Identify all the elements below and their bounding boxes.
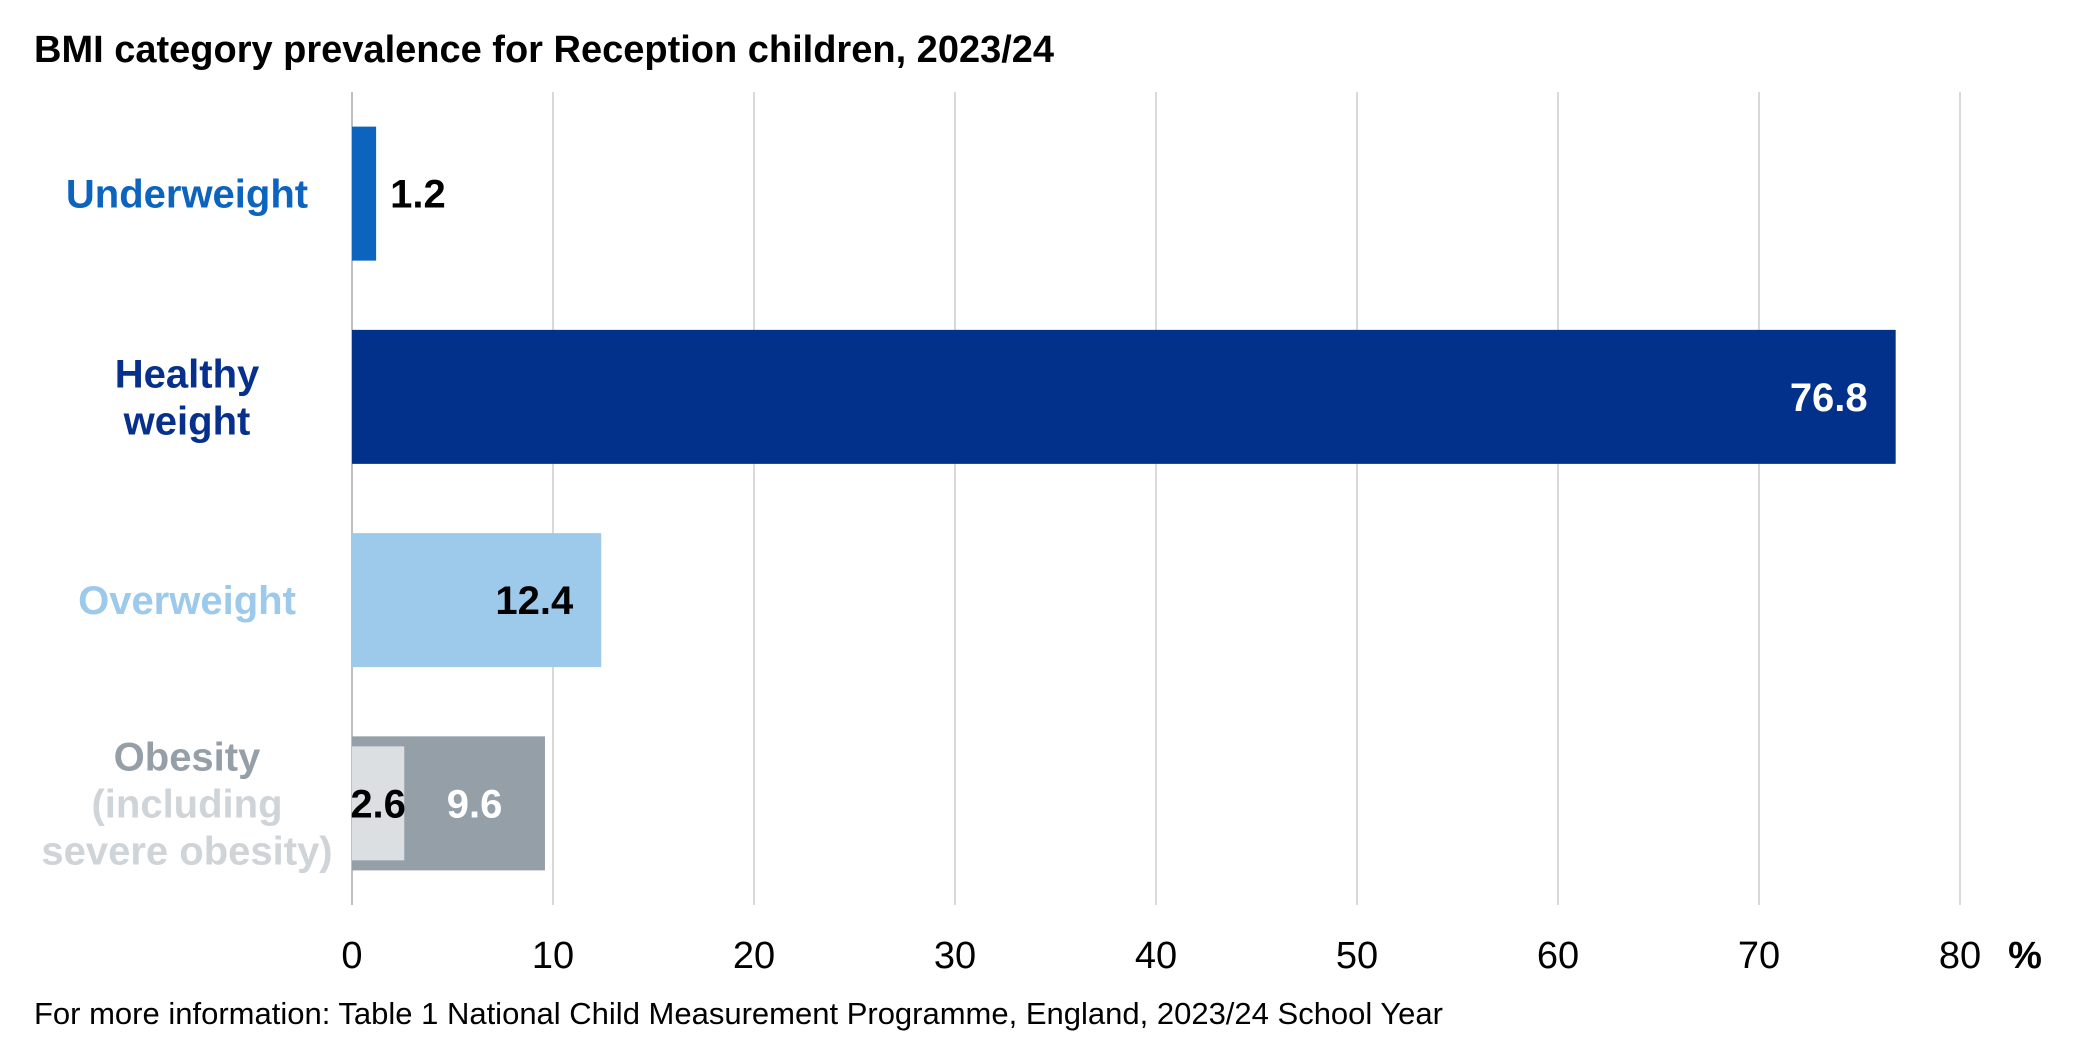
x-tick-label: 70: [1738, 935, 1780, 977]
x-tick-label: 0: [341, 935, 362, 977]
x-tick-label: 60: [1537, 935, 1579, 977]
category-label-line: weight: [123, 399, 251, 443]
category-label-line: Obesity: [114, 735, 261, 779]
chart-title: BMI category prevalence for Reception ch…: [34, 29, 1054, 71]
category-labels: Underweight Healthy weight Overweight Obesit…: [41, 173, 332, 874]
bar: [352, 126, 377, 261]
category-label-line: (including: [91, 782, 282, 826]
data-label: 12.4: [495, 579, 574, 623]
x-tick-label: 40: [1135, 935, 1177, 977]
data-label: 2.6: [350, 782, 406, 826]
x-tick-label: 20: [733, 935, 775, 977]
data-label: 1.2: [390, 173, 446, 217]
footnote: For more information: Table 1 National C…: [34, 996, 1443, 1031]
category-label-line: Overweight: [78, 579, 296, 623]
category-label-line: Healthy: [115, 352, 260, 396]
x-tick-label: 80: [1939, 935, 1981, 977]
category-label-line: Underweight: [66, 173, 308, 217]
category-label: Underweight: [66, 173, 308, 217]
category-label: Overweight: [78, 579, 296, 623]
bar: [352, 533, 602, 668]
x-tick-label: 10: [532, 935, 574, 977]
category-label: Healthy weight: [115, 352, 260, 443]
data-label: 76.8: [1790, 376, 1868, 420]
bars: 1.2 76.8 12.4 2.6 9.6: [350, 126, 1896, 871]
bar: [352, 329, 1896, 464]
x-axis-unit-label: %: [2008, 935, 2042, 977]
gridlines: [351, 92, 1961, 905]
category-label: Obesity (including severe obesity): [41, 735, 332, 873]
bar: [352, 746, 405, 861]
x-tick-label: 30: [934, 935, 976, 977]
x-axis-ticks: 0 10 20 30 40 50 60 70 80: [341, 935, 1981, 977]
x-tick-label: 50: [1336, 935, 1378, 977]
data-label: 9.6: [447, 782, 503, 826]
category-label-line: severe obesity): [41, 829, 332, 873]
